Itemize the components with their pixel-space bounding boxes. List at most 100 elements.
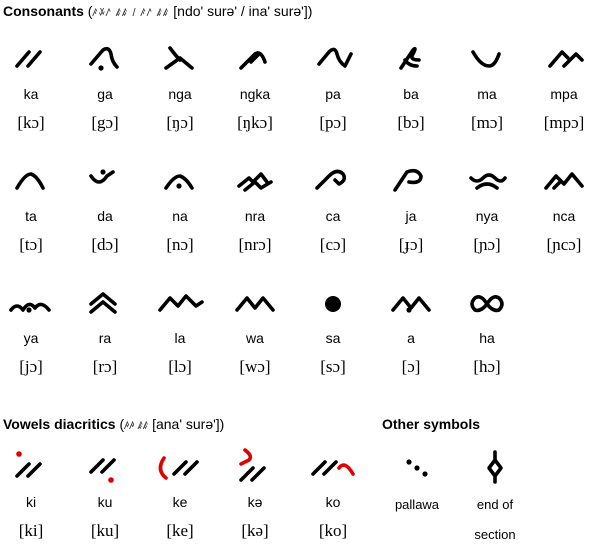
ko-glyph — [311, 460, 355, 476]
a-glyph — [391, 296, 431, 313]
consonant-cell-nca: nca [ɲcɔ] — [529, 162, 595, 256]
consonant-ipa: [cɔ] — [319, 235, 347, 254]
consonant-cell-nya: nya [ɲɔ] — [452, 162, 522, 256]
vowel-name: ko — [325, 494, 341, 510]
consonant-name: ba — [403, 86, 419, 102]
consonant-name: nga — [168, 86, 192, 102]
consonant-name: ta — [25, 208, 37, 224]
consonant-name: ya — [23, 330, 39, 346]
consonant-ipa: [kɔ] — [17, 113, 45, 132]
wa-glyph — [235, 296, 275, 312]
consonant-cell-ga: ga [gɔ] — [70, 40, 140, 134]
consonant-cell-ka: ka [kɔ] — [0, 40, 66, 134]
consonant-name: ka — [23, 86, 39, 102]
vowel-ipa: [ki] — [18, 521, 44, 540]
consonant-name: nya — [475, 208, 499, 224]
la-glyph — [158, 294, 204, 312]
consonant-name: wa — [246, 330, 264, 346]
consonant-cell-nra: nra [nrɔ] — [220, 162, 290, 256]
consonant-name: a — [407, 330, 415, 346]
consonant-ipa: [ɲcɔ] — [546, 235, 582, 254]
consonant-name: ca — [325, 208, 341, 224]
sa-glyph — [325, 296, 341, 312]
consonant-name: da — [97, 208, 113, 224]
ra-glyph — [89, 292, 117, 314]
ka-glyph — [15, 50, 42, 68]
consonant-cell-ba: ba [bɔ] — [376, 40, 446, 134]
pallawa-glyph — [406, 459, 428, 477]
consonant-name: na — [172, 208, 188, 224]
consonant-name: ra — [98, 330, 112, 346]
consonant-ipa: [mɔ] — [470, 113, 504, 132]
vowel-ipa: [ko] — [318, 521, 348, 540]
consonant-ipa: [hɔ] — [473, 357, 501, 376]
vowels-heading: Vowels diacritics (ꤳꤳ ꤹꤹ [ana' surə']) — [3, 416, 224, 433]
consonant-cell-da: da [dɔ] — [70, 162, 140, 256]
consonant-ipa: [mpɔ] — [543, 113, 585, 132]
end-of-section-glyph — [487, 450, 503, 484]
consonant-ipa: [ɔ] — [401, 357, 421, 376]
consonant-cell-a: a [ɔ] — [376, 284, 446, 378]
consonant-ipa: [lɔ] — [168, 357, 192, 376]
vowels-romanized: [ana' surə']) — [148, 416, 225, 432]
vowel-name: ki — [25, 494, 37, 510]
heading-romanized: [ndo' surə' / ina' surə']) — [169, 3, 313, 19]
consonant-cell-na: na [nɔ] — [145, 162, 215, 256]
vowel-name: kə — [247, 494, 263, 510]
consonant-ipa: [ɟɔ] — [398, 235, 424, 254]
consonant-name: nra — [244, 208, 266, 224]
vowels-script-text: ꤳꤳ ꤹꤹ — [124, 420, 149, 432]
vowel-name: ke — [172, 494, 188, 510]
symbol-cell-1: end of section — [452, 448, 538, 550]
consonants-title: Consonants — [3, 3, 84, 19]
nca-glyph — [544, 172, 584, 190]
ta-glyph — [15, 172, 45, 190]
consonants-heading: Consonants (ꤰꤸꤱ ꤹꤹ / ꤰꤱ ꤹꤹ [ndo' surə' /… — [3, 3, 312, 20]
vowels-open-paren: ( — [115, 416, 125, 432]
consonant-cell-mpa: mpa [mpɔ] — [529, 40, 595, 134]
vowel-ipa: [ku] — [90, 521, 120, 540]
consonant-cell-ngka: ngka [ŋkɔ] — [220, 40, 290, 134]
consonant-cell-pa: pa [pɔ] — [298, 40, 368, 134]
pa-glyph — [317, 47, 353, 68]
consonant-ipa: [jɔ] — [19, 357, 43, 376]
ha-glyph — [470, 295, 504, 313]
consonant-cell-ta: ta [tɔ] — [0, 162, 66, 256]
nra-glyph — [237, 172, 273, 192]
na-glyph — [164, 174, 194, 190]
consonant-cell-ya: ya [jɔ] — [0, 284, 66, 378]
da-glyph — [89, 169, 115, 184]
consonant-cell-wa: wa [wɔ] — [220, 284, 290, 378]
mpa-glyph — [548, 50, 584, 68]
consonant-ipa: [ŋkɔ] — [237, 113, 273, 132]
consonant-ipa: [pɔ] — [319, 113, 347, 132]
consonant-cell-la: la [lɔ] — [145, 284, 215, 378]
other-symbols-heading: Other symbols — [382, 416, 480, 432]
consonant-cell-ca: ca [cɔ] — [298, 162, 368, 256]
consonant-cell-ra: ra [rɔ] — [70, 284, 140, 378]
symbol-name: pallawa — [394, 497, 440, 512]
ga-glyph — [89, 46, 119, 71]
vowel-cell-0: ki [ki] — [0, 448, 66, 542]
consonant-cell-ma: ma [mɔ] — [452, 40, 522, 134]
consonant-ipa: [sɔ] — [320, 357, 346, 376]
ngka-glyph — [239, 51, 267, 70]
vowel-ipa: [kə] — [241, 521, 269, 540]
ku-glyph — [89, 458, 116, 483]
consonant-ipa: [tɔ] — [19, 235, 43, 254]
ke-schwa-glyph — [239, 448, 266, 482]
consonant-name: ja — [405, 208, 417, 224]
consonant-ipa: [wɔ] — [239, 357, 271, 376]
consonant-ipa: [dɔ] — [91, 235, 119, 254]
vowel-ipa: [ke] — [166, 521, 194, 540]
heading-open-paren: ( — [83, 3, 93, 19]
consonant-cell-sa: sa [sɔ] — [298, 284, 368, 378]
symbol-name: end of section — [474, 497, 516, 542]
consonant-name: la — [174, 330, 186, 346]
consonant-ipa: [ŋɔ] — [166, 113, 194, 132]
ba-glyph — [399, 46, 421, 70]
consonant-ipa: [ɲɔ] — [473, 235, 501, 254]
consonant-ipa: [rɔ] — [92, 357, 118, 376]
consonant-ipa: [gɔ] — [91, 113, 119, 132]
symbol-cell-0: pallawa — [374, 448, 460, 520]
